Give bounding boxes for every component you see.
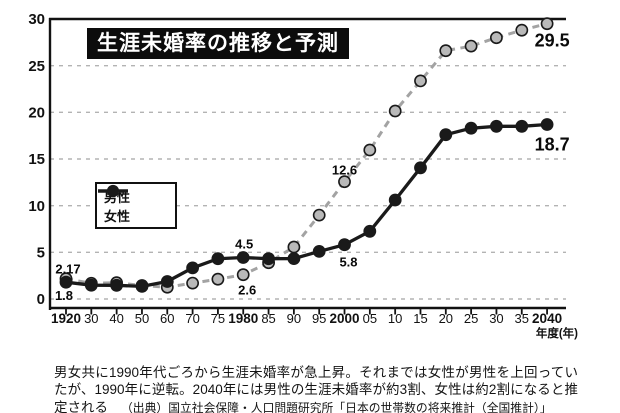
y-axis-labels: 0 5 10 15 20 25 30	[28, 11, 45, 308]
x-tick-label: 40	[109, 311, 123, 326]
data-point-男性	[489, 31, 503, 45]
data-point-男性	[414, 74, 427, 88]
data-point-女性	[439, 128, 453, 142]
data-point-女性	[287, 252, 301, 265]
chart: 0 5 10 15 20 25 30 1920 30 40 50 60 70 75 1980 85 90 95 2…	[28, 11, 578, 340]
data-point-女性	[262, 252, 275, 266]
data-point-女性	[414, 161, 427, 175]
x-tick-label: 35	[515, 311, 529, 326]
x-tick-label: 90	[287, 311, 301, 326]
data-point-男性	[236, 268, 250, 282]
figure-caption: 男女共に1990年代ごろから生涯未婚率が急上昇。それまでは女性が男性を上回ってい…	[54, 364, 578, 413]
data-point-女性	[540, 118, 554, 131]
data-point-女性	[211, 252, 225, 266]
x-tick-label: 25	[464, 311, 478, 326]
data-point-女性	[160, 275, 174, 288]
point-label: 2.6	[238, 283, 256, 298]
point-label: 12.6	[332, 163, 357, 178]
y-tick-label: 10	[28, 198, 45, 215]
data-point-男性	[540, 17, 554, 31]
data-point-女性	[236, 251, 250, 264]
data-point-女性	[388, 193, 402, 207]
legend: 男性 女性	[95, 182, 177, 229]
data-point-女性	[489, 119, 503, 133]
data-point-女性	[110, 278, 123, 292]
x-tick-label: 05	[363, 311, 377, 326]
data-point-男性	[312, 208, 326, 222]
legend-label-female: 女性	[104, 208, 131, 224]
x-tick-label: 2000	[329, 311, 359, 326]
legend-item-female: 女性	[98, 185, 170, 224]
x-tick-label: 95	[312, 311, 326, 326]
y-tick-label: 20	[28, 105, 45, 122]
data-points	[59, 17, 554, 294]
y-tick-label: 15	[28, 151, 45, 168]
series-line-男性	[65, 22, 548, 289]
data-point-女性	[186, 261, 199, 275]
point-label: 18.7	[535, 135, 570, 155]
y-tick-label: 0	[37, 291, 45, 308]
point-value-labels: 2.17 1.8 4.5 2.6 12.6 5.8 29.5 18.7	[55, 31, 570, 304]
y-tick-label: 30	[28, 11, 45, 28]
data-point-女性	[363, 224, 377, 238]
data-point-男性	[439, 44, 453, 58]
caption-text: 男女共に1990年代ごろから生涯未婚率が急上昇。それまでは女性が男性を上回ってい…	[54, 364, 578, 413]
y-tick-label: 5	[37, 245, 45, 262]
data-point-男性	[211, 272, 225, 286]
x-tick-label: 10	[388, 311, 402, 326]
data-point-女性	[338, 238, 351, 252]
data-point-女性	[515, 119, 529, 133]
data-point-女性	[312, 244, 326, 258]
x-tick-label: 70	[185, 311, 199, 326]
x-tick-label: 1980	[228, 311, 258, 326]
point-label: 2.17	[55, 262, 80, 277]
data-point-男性	[363, 143, 377, 157]
chart-title: 生涯未婚率の推移と予測	[87, 28, 349, 59]
data-point-男性	[338, 175, 351, 189]
x-axis-labels: 1920 30 40 50 60 70 75 1980 85 90 95 2000 05 10 15 20 25…	[51, 311, 562, 326]
y-tick-label: 25	[28, 58, 45, 75]
point-label: 1.8	[55, 288, 73, 303]
data-point-男性	[515, 23, 529, 37]
x-tick-label: 15	[413, 311, 427, 326]
x-tick-label: 20	[439, 311, 453, 326]
series-lines	[65, 22, 548, 289]
data-point-女性	[135, 279, 149, 293]
x-tick-label: 30	[84, 311, 98, 326]
data-point-男性	[186, 276, 199, 290]
x-axis-unit-label: 年度(年)	[536, 326, 578, 340]
data-point-男性	[287, 240, 301, 254]
x-tick-label: 50	[135, 311, 149, 326]
data-point-女性	[59, 275, 73, 289]
caption-source: （出典）国立社会保障・人口問題研究所「日本の世帯数の将来推計（全国推計）」	[121, 400, 552, 413]
data-point-男性	[464, 39, 478, 53]
x-tick-label: 85	[261, 311, 275, 326]
point-label: 4.5	[235, 237, 253, 252]
x-tick-label: 2040	[532, 311, 562, 326]
x-tick-label: 75	[211, 311, 225, 326]
data-point-女性	[84, 278, 98, 292]
point-label: 5.8	[339, 255, 357, 270]
data-point-女性	[464, 121, 478, 135]
axes	[48, 17, 566, 315]
x-tick-label: 60	[160, 311, 174, 326]
data-point-男性	[388, 104, 402, 118]
x-tick-label: 30	[489, 311, 503, 326]
female-series-sample-icon	[98, 185, 128, 197]
x-tick-label: 1920	[51, 311, 81, 326]
point-label: 29.5	[535, 31, 570, 51]
